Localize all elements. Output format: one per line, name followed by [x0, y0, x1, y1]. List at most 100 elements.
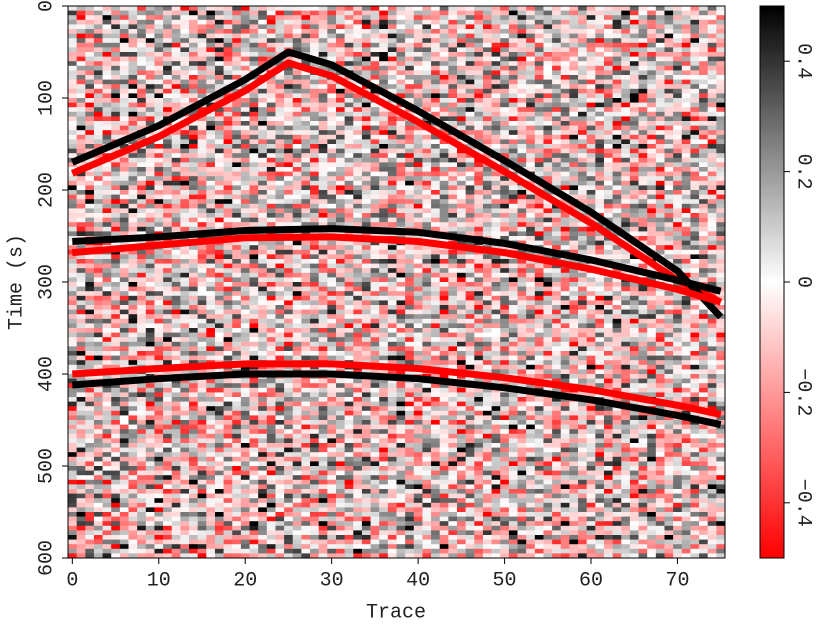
noise-cell	[85, 121, 95, 126]
noise-cell	[163, 493, 173, 499]
noise-cell	[119, 309, 129, 315]
noise-cell	[318, 42, 328, 48]
noise-cell	[249, 525, 259, 531]
noise-cell	[102, 52, 112, 57]
noise-cell	[102, 484, 112, 490]
noise-cell	[310, 286, 319, 292]
noise-cell	[327, 314, 337, 320]
noise-cell	[180, 461, 190, 467]
noise-cell	[327, 56, 337, 62]
noise-cell	[119, 484, 129, 490]
noise-cell	[68, 461, 77, 467]
noise-cell	[102, 443, 112, 448]
noise-cell	[240, 415, 250, 421]
noise-cell	[275, 401, 285, 407]
noise-cell	[180, 502, 190, 508]
noise-cell	[396, 277, 406, 283]
noise-cell	[102, 56, 112, 62]
noise-cell	[405, 268, 415, 274]
noise-cell	[258, 111, 268, 117]
noise-cell	[361, 277, 371, 283]
noise-cell	[223, 355, 233, 361]
noise-cell	[93, 337, 103, 343]
noise-cell	[249, 512, 259, 517]
noise-cell	[68, 295, 77, 301]
noise-cell	[405, 291, 415, 297]
noise-cell	[180, 548, 190, 554]
noise-cell	[68, 337, 77, 343]
noise-cell	[301, 314, 311, 320]
noise-cell	[232, 15, 242, 21]
noise-cell	[206, 378, 216, 384]
noise-cell	[171, 75, 181, 80]
noise-cell	[266, 475, 276, 481]
noise-cell	[102, 38, 112, 44]
noise-cell	[370, 190, 380, 195]
noise-cell	[180, 263, 190, 269]
noise-cell	[232, 341, 242, 347]
noise-cell	[361, 493, 371, 499]
noise-cell	[128, 539, 138, 545]
noise-cell	[249, 213, 259, 218]
noise-cell	[292, 203, 302, 209]
noise-cell	[379, 254, 389, 260]
noise-cell	[93, 130, 103, 136]
noise-cell	[284, 98, 294, 103]
noise-cell	[85, 213, 95, 218]
noise-cell	[387, 502, 397, 508]
noise-cell	[119, 217, 129, 223]
noise-cell	[422, 295, 432, 301]
noise-cell	[197, 185, 207, 191]
noise-cell	[197, 401, 207, 407]
noise-cell	[180, 75, 190, 80]
noise-cell	[249, 42, 259, 48]
noise-cell	[111, 374, 121, 379]
noise-cell	[93, 443, 103, 448]
noise-cell	[335, 438, 345, 444]
noise-cell	[422, 157, 432, 163]
noise-cell	[327, 295, 337, 301]
noise-cell	[223, 254, 233, 260]
noise-cell	[171, 305, 181, 310]
noise-cell	[405, 424, 415, 430]
noise-cell	[310, 406, 319, 412]
noise-cell	[335, 530, 345, 536]
noise-cell	[214, 286, 224, 292]
noise-cell	[396, 479, 406, 485]
noise-cell	[214, 544, 224, 550]
noise-cell	[396, 153, 406, 159]
noise-cell	[137, 42, 147, 48]
noise-cell	[292, 148, 302, 154]
noise-cell	[310, 180, 319, 186]
noise-cell	[232, 190, 242, 195]
noise-cell	[327, 42, 337, 48]
noise-cell	[119, 47, 129, 53]
noise-cell	[335, 323, 345, 329]
noise-cell	[232, 148, 242, 154]
noise-cell	[93, 52, 103, 57]
noise-cell	[413, 222, 423, 228]
noise-cell	[249, 291, 259, 297]
noise-cell	[301, 24, 311, 30]
noise-cell	[275, 268, 285, 274]
noise-cell	[206, 369, 216, 375]
noise-cell	[344, 295, 354, 301]
noise-cell	[370, 240, 380, 246]
noise-cell	[422, 259, 432, 264]
noise-cell	[145, 443, 155, 448]
noise-cell	[206, 194, 216, 200]
noise-cell	[240, 153, 250, 159]
noise-cell	[68, 479, 77, 485]
noise-cell	[318, 125, 328, 131]
noise-cell	[370, 208, 380, 214]
noise-cell	[318, 47, 328, 53]
noise-cell	[353, 144, 363, 149]
noise-cell	[180, 295, 190, 301]
noise-cell	[85, 387, 95, 393]
noise-cell	[258, 355, 268, 361]
noise-cell	[249, 502, 259, 508]
noise-cell	[275, 153, 285, 159]
noise-cell	[232, 144, 242, 149]
noise-cell	[405, 553, 415, 558]
noise-cell	[405, 305, 415, 310]
